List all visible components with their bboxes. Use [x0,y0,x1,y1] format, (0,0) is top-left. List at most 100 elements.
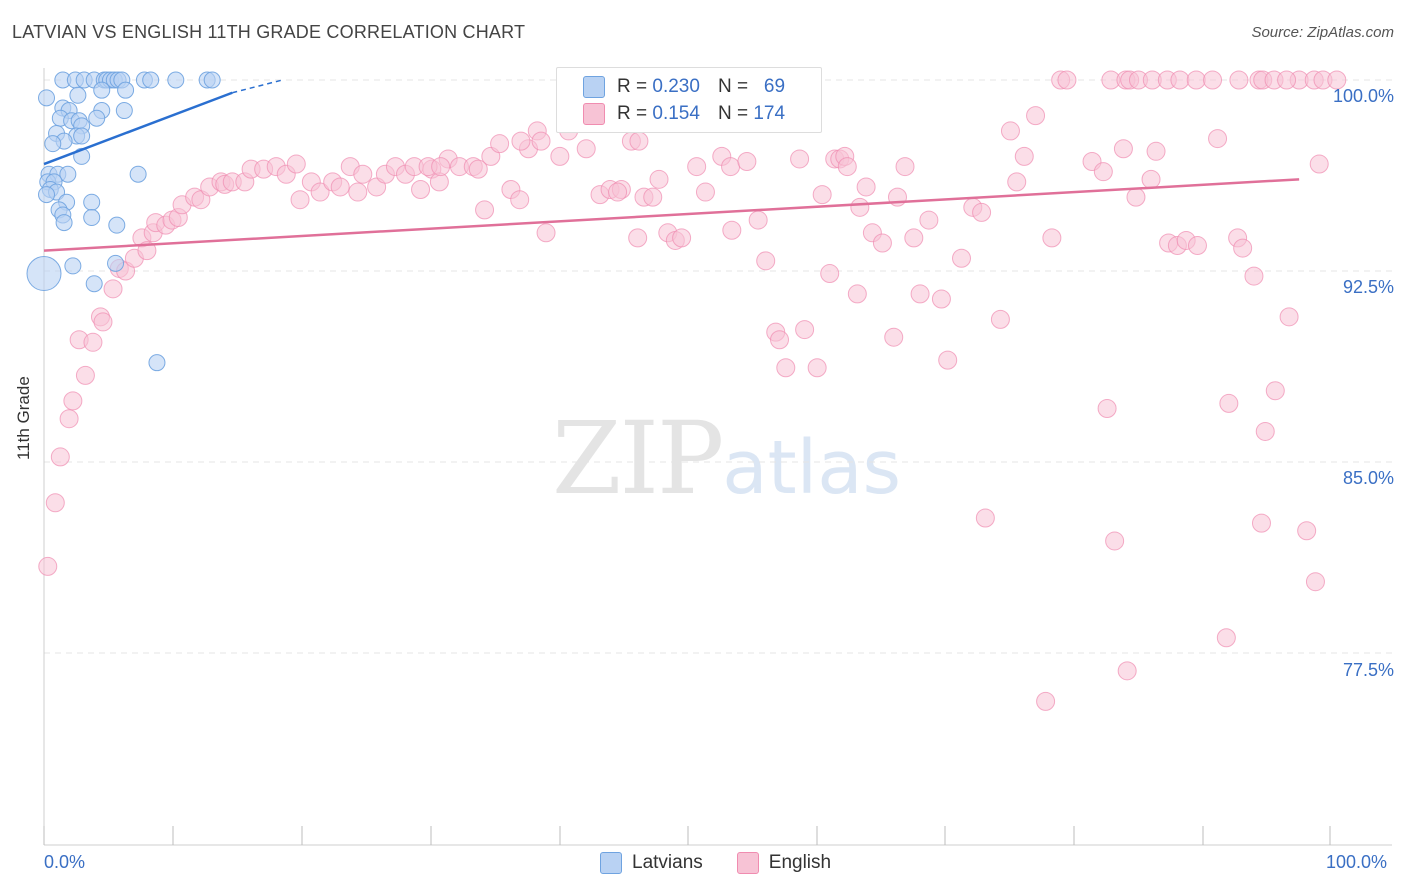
english-point [1309,154,1329,174]
english-point [629,131,649,151]
latvian-point [64,257,82,275]
latvian-point [148,354,166,372]
english-point [411,180,431,200]
english-point [1244,266,1264,286]
latvians-trend-line [43,91,233,166]
latvian-point [55,214,73,232]
english-point [931,289,951,309]
english-trend-line [43,178,1300,252]
english-point [649,169,669,189]
legend-row-latvians: R = 0.230 N = 69 [583,75,785,99]
english-point [1327,70,1347,90]
y-tick-label-77-5: 77.5% [1342,660,1394,680]
latvians-n-value: 69 [763,76,786,97]
english-point [1057,70,1077,90]
english-point [468,159,488,179]
english-point [1216,628,1236,648]
legend-english-label: English [768,852,832,873]
english-point [672,228,692,248]
latvian-point [38,89,56,107]
english-point [847,284,867,304]
watermark-atlas: atlas [722,425,902,511]
english-r-value: 0.154 [652,103,700,124]
english-point [1113,139,1133,159]
english-point [856,177,876,197]
latvians-r-value: 0.230 [652,76,700,97]
trend-lines [43,79,1300,252]
english-point [330,177,350,197]
english-point [510,190,530,210]
english-point [1277,70,1297,90]
english-point [310,182,330,202]
english-point [38,556,58,576]
legend-english-swatch [736,852,759,874]
legend-item-english[interactable]: English [736,852,832,874]
latvian-point [83,209,101,227]
y-tick-label-85: 85.0% [1342,468,1394,488]
english-point [93,312,113,332]
english-point [895,157,915,177]
english-point [1208,129,1228,149]
english-point [1170,70,1190,90]
latvian-point [38,186,56,204]
legend-item-latvians[interactable]: Latvians [600,852,703,874]
english-point [1007,172,1027,192]
latvians-swatch [583,76,605,98]
english-point [770,330,790,350]
english-point [490,134,510,154]
legend-latvians-swatch [600,852,622,874]
english-point [1251,513,1271,533]
english-point [1117,661,1137,681]
english-point [756,251,776,271]
english-point [1014,146,1034,166]
english-point [63,391,83,411]
latvian-point [142,71,160,89]
legend-row-english: R = 0.154 N = 174 [583,102,785,126]
latvian-point [167,71,185,89]
y-tick-label-100: 100.0% [1332,86,1394,106]
english-point [286,154,306,174]
x-tick-label-max: 100.0% [1326,852,1388,872]
english-point [737,151,757,171]
latvian-point [108,216,126,234]
english-point [353,164,373,184]
english-point [608,182,628,202]
english-point [1255,421,1275,441]
english-point [687,157,707,177]
english-point [1219,393,1239,413]
latvian-point [59,165,77,183]
latvian-points [26,71,221,372]
english-point [531,131,551,151]
chart-source: Source: ZipAtlas.com [1251,24,1394,41]
english-point [348,182,368,202]
english-n-value: 174 [753,103,786,124]
english-point [837,157,857,177]
x-tick-label-min: 0.0% [44,852,86,872]
english-point [910,284,930,304]
latvians-n-label: N = [717,76,749,97]
english-point [83,332,103,352]
english-point [59,409,79,429]
english-point [748,210,768,230]
english-point [1203,70,1223,90]
english-point [50,447,70,467]
english-swatch [583,103,605,125]
english-point [576,139,596,159]
english-point [1097,399,1117,419]
latvian-point [26,256,62,292]
english-point [45,493,65,513]
english-point [1233,238,1253,258]
latvian-point [83,193,101,211]
english-point [1146,141,1166,161]
english-point [1187,236,1207,256]
y-axis-label: 11th Grade [14,376,33,460]
english-point [884,327,904,347]
english-point [975,508,995,528]
english-point [1093,162,1113,182]
english-point [475,200,495,220]
english-point [1126,187,1146,207]
latvian-point [107,254,125,272]
english-point [820,264,840,284]
latvian-point [129,165,147,183]
